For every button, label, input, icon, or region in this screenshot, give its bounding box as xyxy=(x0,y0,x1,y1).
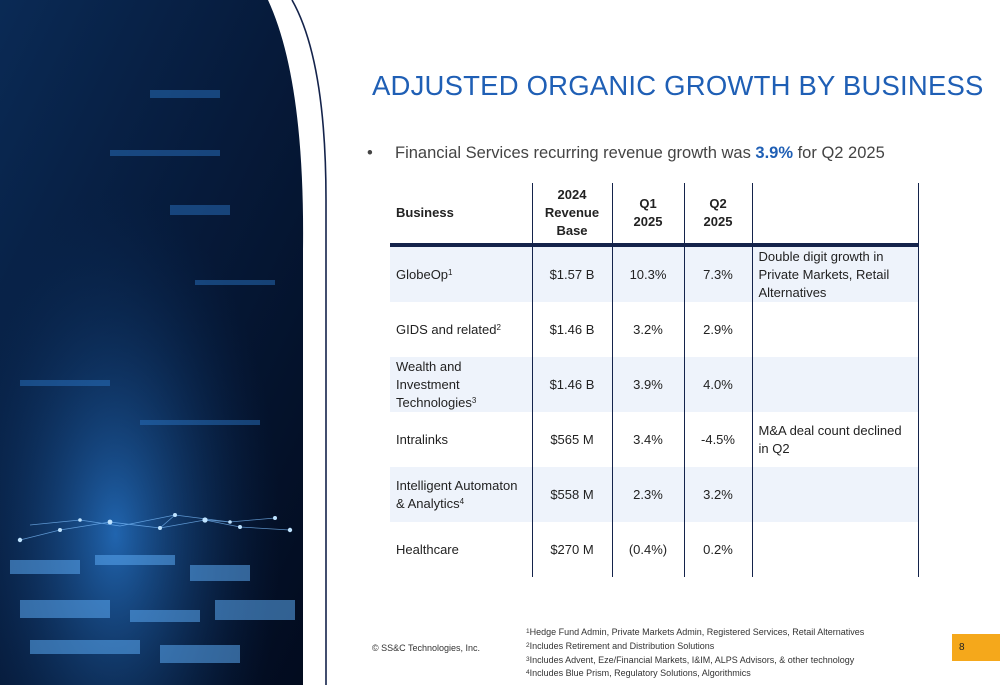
bullet-marker: • xyxy=(367,144,373,162)
cell-base: $1.46 B xyxy=(532,302,613,357)
cell-base: $270 M xyxy=(532,522,613,577)
page-number-badge: 8 xyxy=(952,634,1000,661)
cell-q1: 3.4% xyxy=(612,412,685,467)
summary-bullet: • Financial Services recurring revenue gr… xyxy=(367,144,885,163)
cell-base: $565 M xyxy=(532,412,613,467)
cell-q1: 10.3% xyxy=(612,245,685,302)
cell-q2: 2.9% xyxy=(684,302,753,357)
cell-base: $558 M xyxy=(532,467,613,522)
footnote: 3Includes Advent, Eze/Financial Markets,… xyxy=(526,654,855,665)
cell-q2: 4.0% xyxy=(684,357,753,412)
cell-q2: 0.2% xyxy=(684,522,753,577)
cell-q1: 3.2% xyxy=(612,302,685,357)
footnote: 1Hedge Fund Admin, Private Markets Admin… xyxy=(526,627,865,637)
table-row: Intelligent Automaton & Analytics4 $558 … xyxy=(390,467,919,522)
cell-business: GlobeOp1 xyxy=(390,245,533,302)
cell-business: Wealth and Investment Technologies3 xyxy=(390,357,533,412)
cell-q1: 2.3% xyxy=(612,467,685,522)
table-row: Wealth and Investment Technologies3 $1.4… xyxy=(390,357,919,412)
cell-business: Healthcare xyxy=(390,522,533,577)
header-note xyxy=(752,183,919,247)
footnote: 2Includes Retirement and Distribution So… xyxy=(526,640,715,651)
cell-q2: 7.3% xyxy=(684,245,753,302)
header-q2: Q2 2025 xyxy=(684,183,753,247)
bullet-suffix: for Q2 2025 xyxy=(793,144,885,162)
footnotes: 1Hedge Fund Admin, Private Markets Admin… xyxy=(526,626,864,681)
bullet-prefix: Financial Services recurring revenue gro… xyxy=(395,144,756,162)
cell-q1: 3.9% xyxy=(612,357,685,412)
cell-business: Intralinks xyxy=(390,412,533,467)
table-row: GIDS and related2 $1.46 B 3.2% 2.9% xyxy=(390,302,919,357)
footnote: 4Includes Blue Prism, Regulatory Solutio… xyxy=(526,668,751,679)
cell-note xyxy=(752,357,919,412)
hero-tech-image xyxy=(0,0,330,685)
header-business: Business xyxy=(390,183,533,247)
cell-base: $1.57 B xyxy=(532,245,613,302)
cell-note xyxy=(752,522,919,577)
header-q1: Q1 2025 xyxy=(612,183,685,247)
header-revenue-base: 2024 Revenue Base xyxy=(532,183,613,247)
cell-note xyxy=(752,302,919,357)
table-header-row: Business 2024 Revenue Base Q1 2025 Q2 2025 xyxy=(390,183,919,247)
table-row: GlobeOp1 $1.57 B 10.3% 7.3% Double digit… xyxy=(390,245,919,302)
table-row: Intralinks $565 M 3.4% -4.5% M&A deal co… xyxy=(390,412,919,467)
cell-q2: 3.2% xyxy=(684,467,753,522)
cell-note xyxy=(752,467,919,522)
bullet-highlight: 3.9% xyxy=(755,144,794,162)
copyright-notice: © SS&C Technologies, Inc. xyxy=(372,643,481,653)
table-row: Healthcare $270 M (0.4%) 0.2% xyxy=(390,522,919,577)
cell-note: M&A deal count declined in Q2 xyxy=(752,412,919,467)
page-title: ADJUSTED ORGANIC GROWTH BY BUSINESS xyxy=(372,70,984,101)
growth-table: Business 2024 Revenue Base Q1 2025 Q2 2025 G… xyxy=(390,183,919,577)
cell-business: Intelligent Automaton & Analytics4 xyxy=(390,467,533,522)
cell-q2: -4.5% xyxy=(684,412,753,467)
cell-business: GIDS and related2 xyxy=(390,302,533,357)
cell-q1: (0.4%) xyxy=(612,522,685,577)
cell-note: Double digit growth in Private Markets, … xyxy=(752,245,919,302)
cell-base: $1.46 B xyxy=(532,357,613,412)
